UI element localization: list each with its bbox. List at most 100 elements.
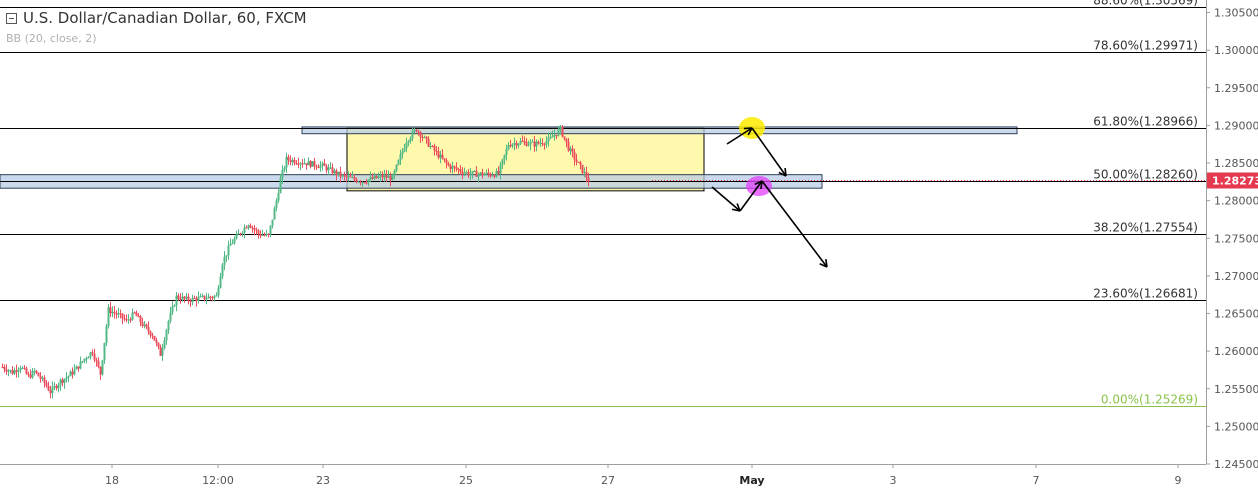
fib-level-label: 0.00%(1.25269) bbox=[1101, 393, 1198, 407]
candle-body bbox=[577, 161, 580, 163]
current-price-label: 1.28273 bbox=[1212, 175, 1258, 188]
candle-body bbox=[337, 171, 340, 175]
candle-body bbox=[57, 385, 60, 389]
arrow-segment bbox=[825, 258, 828, 268]
candle-body bbox=[519, 140, 522, 144]
candle-body bbox=[573, 152, 576, 160]
fib-level-label: 88.60%(1.30569) bbox=[1093, 0, 1198, 8]
candle-body bbox=[491, 175, 494, 177]
candle-body bbox=[179, 298, 182, 300]
candle-body bbox=[113, 311, 116, 314]
candle-body bbox=[497, 170, 500, 174]
candle-body bbox=[535, 141, 538, 147]
candle-body bbox=[385, 175, 388, 178]
candle-body bbox=[315, 166, 318, 168]
candle-body bbox=[235, 234, 238, 239]
candle-body bbox=[349, 176, 352, 178]
candle-body bbox=[137, 316, 140, 318]
arrow-segment bbox=[747, 127, 753, 136]
candle-body bbox=[559, 126, 562, 130]
candle-body bbox=[175, 295, 178, 306]
candle-body bbox=[209, 296, 212, 298]
candle-body bbox=[415, 129, 418, 132]
candle-body bbox=[211, 297, 214, 299]
candle-body bbox=[81, 361, 84, 363]
candle-body bbox=[283, 167, 286, 170]
x-tick-label: May bbox=[739, 474, 764, 487]
candle-body bbox=[469, 173, 472, 176]
candle-body bbox=[439, 154, 442, 158]
candle-body bbox=[205, 298, 208, 300]
candle-body bbox=[215, 295, 218, 297]
candle-body bbox=[243, 227, 246, 233]
candle-body bbox=[499, 164, 502, 174]
candle-body bbox=[261, 234, 264, 236]
candle-body bbox=[399, 154, 402, 161]
candle-body bbox=[541, 143, 544, 145]
indicator-label[interactable]: BB (20, close, 2) bbox=[6, 32, 97, 45]
candle-body bbox=[297, 163, 300, 165]
fib-level-label: 61.80%(1.28966) bbox=[1093, 115, 1198, 129]
candle-body bbox=[103, 342, 106, 361]
candle-body bbox=[117, 313, 120, 315]
candle-body bbox=[55, 386, 58, 389]
candle-body bbox=[45, 382, 48, 387]
candle-body bbox=[119, 313, 122, 315]
candle-body bbox=[91, 352, 94, 354]
candle-body bbox=[141, 322, 144, 326]
candle-body bbox=[569, 148, 572, 151]
candle-body bbox=[67, 376, 70, 378]
candle-body bbox=[553, 135, 556, 137]
candle-body bbox=[287, 156, 290, 161]
candle-body bbox=[121, 313, 124, 319]
candle-body bbox=[79, 361, 82, 369]
candle-body bbox=[419, 132, 422, 138]
candle-body bbox=[525, 141, 528, 146]
candle-body bbox=[455, 167, 458, 169]
arrow-segment bbox=[761, 180, 828, 268]
candle-body bbox=[239, 233, 242, 235]
y-tick-label: 1.28500 bbox=[1214, 157, 1258, 170]
candle-body bbox=[245, 227, 248, 229]
candle-body bbox=[71, 371, 74, 375]
y-tick-label: 1.25000 bbox=[1214, 420, 1258, 433]
fib-level-label: 23.60%(1.26681) bbox=[1093, 287, 1198, 301]
resistance-band bbox=[301, 126, 1018, 135]
candle-body bbox=[255, 229, 258, 231]
candle-body bbox=[99, 366, 102, 375]
candle-body bbox=[353, 177, 356, 180]
candle-body bbox=[111, 311, 114, 314]
candle-body bbox=[253, 227, 256, 230]
candle-body bbox=[5, 369, 8, 372]
candle-body bbox=[181, 296, 184, 300]
candle-body bbox=[545, 141, 548, 145]
candle-body bbox=[257, 230, 260, 234]
candle-body bbox=[313, 161, 316, 167]
candle-body bbox=[273, 208, 276, 220]
candle-body bbox=[579, 162, 582, 165]
candle-body bbox=[169, 312, 172, 322]
candle-body bbox=[335, 170, 338, 175]
candle-body bbox=[527, 144, 530, 146]
candle-body bbox=[267, 233, 270, 235]
candle-body bbox=[177, 295, 180, 299]
collapse-legend-icon[interactable] bbox=[6, 12, 17, 24]
candle-body bbox=[319, 165, 322, 168]
candle-body bbox=[341, 174, 344, 177]
candle-body bbox=[361, 182, 364, 184]
candle-body bbox=[473, 170, 476, 172]
candle-body bbox=[393, 170, 396, 176]
candle-body bbox=[501, 159, 504, 165]
candle-body bbox=[413, 129, 416, 132]
candle-body bbox=[219, 276, 222, 288]
candle-body bbox=[505, 148, 508, 155]
chart-legend: U.S. Dollar/Canadian Dollar, 60, FXCM bbox=[6, 9, 307, 27]
candle-body bbox=[207, 296, 210, 299]
y-tick-label: 1.29000 bbox=[1214, 119, 1258, 132]
y-tick-label: 1.28000 bbox=[1214, 195, 1258, 208]
candle-body bbox=[391, 175, 394, 181]
candle-body bbox=[381, 175, 384, 178]
candle-body bbox=[357, 181, 360, 183]
